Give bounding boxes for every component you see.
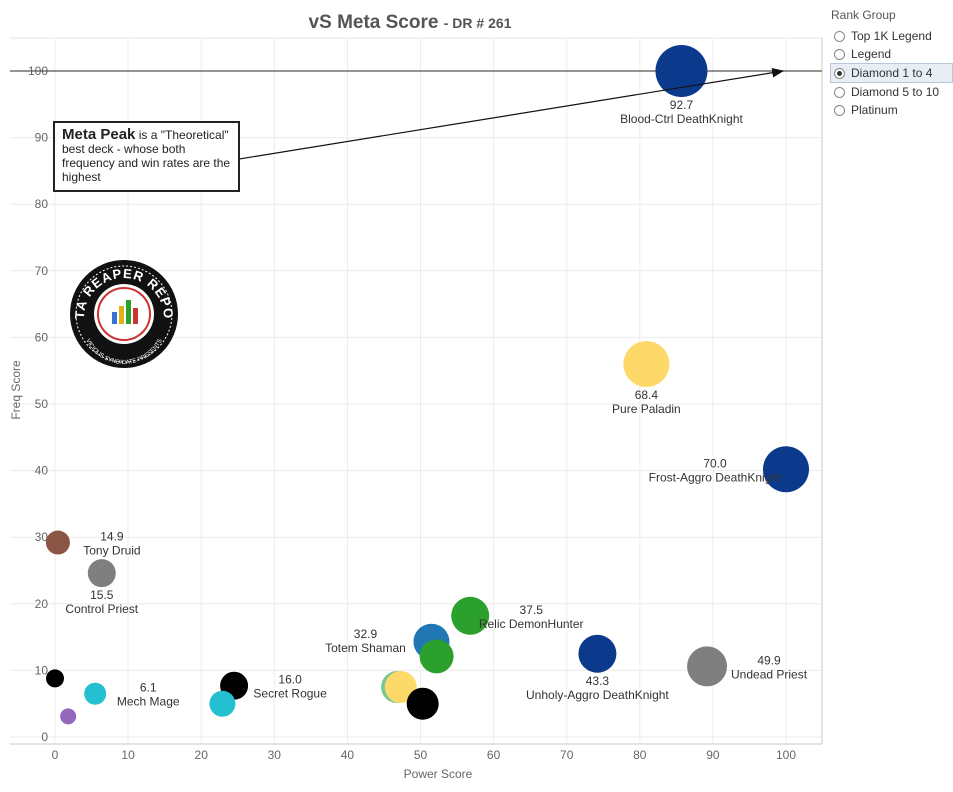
radio-icon[interactable] (834, 48, 845, 60)
data-point (763, 446, 809, 493)
rank-group-option[interactable]: Diamond 1 to 4 (830, 63, 953, 83)
meta-peak-annotation: Meta Peak is a "Theoretical" best deck -… (53, 121, 240, 192)
point-name-label: Relic DemonHunter (479, 617, 584, 631)
point-score-label: 16.0 (278, 673, 302, 687)
data-point (687, 646, 728, 687)
point-score-label: 6.1 (140, 681, 157, 695)
data-reaper-logo: DATA REAPER REPORT VICIOUS SYNDICATE PRE… (70, 260, 178, 368)
x-tick-label: 30 (268, 748, 282, 762)
data-point (87, 559, 116, 588)
annotation-arrow (232, 67, 785, 161)
data-point (84, 682, 107, 705)
point-name-label: Frost-Aggro DeathKnight (649, 470, 782, 484)
point-name-label: Blood-Ctrl DeathKnight (620, 112, 743, 126)
chart-title: vS Meta Score - DR # 261 (0, 12, 820, 34)
rank-group-option[interactable]: Top 1K Legend (831, 27, 953, 45)
y-tick-label: 40 (35, 464, 49, 478)
data-point (384, 671, 417, 704)
point-score-label: 49.9 (757, 653, 781, 667)
point-score-label: 14.9 (100, 530, 124, 544)
x-tick-label: 40 (341, 748, 355, 762)
rank-group-option-label: Legend (851, 47, 892, 61)
point-name-label: Totem Shaman (325, 641, 406, 655)
rank-group-option-label: Diamond 5 to 10 (851, 85, 940, 99)
rank-group-option[interactable]: Diamond 5 to 10 (831, 83, 953, 101)
point-name-label: Undead Priest (731, 667, 808, 681)
x-tick-label: 20 (195, 748, 209, 762)
annotation-body: "Theoretical" best deck - whose both fre… (62, 128, 231, 184)
point-name-label: Control Priest (65, 602, 138, 616)
point-name-label: Mech Mage (117, 695, 180, 709)
point-name-label: Pure Paladin (612, 402, 681, 416)
rank-group-option[interactable]: Platinum (831, 101, 953, 119)
data-points (45, 45, 809, 725)
radio-icon[interactable] (834, 86, 845, 98)
x-tick-label: 50 (414, 748, 428, 762)
point-score-label: 43.3 (586, 674, 610, 688)
rank-group-option-label: Diamond 1 to 4 (851, 66, 933, 80)
data-point (623, 341, 670, 388)
data-point (45, 530, 70, 555)
point-score-label: 15.5 (90, 588, 114, 602)
x-tick-label: 70 (560, 748, 574, 762)
y-tick-label: 20 (35, 597, 49, 611)
annotation-heading-suffix: is a (138, 128, 158, 142)
y-tick-label: 30 (35, 530, 49, 544)
chart-title-sub: - DR # 261 (443, 15, 512, 31)
rank-group-filter: Rank Group Top 1K Legend Legend Diamond 1 … (830, 8, 953, 119)
point-name-label: Tony Druid (83, 544, 140, 558)
point-score-label: 32.9 (354, 627, 378, 641)
data-point (578, 634, 617, 673)
y-tick-label: 10 (35, 663, 49, 677)
y-tick-label: 0 (41, 730, 48, 744)
x-tick-label: 100 (776, 748, 796, 762)
data-point (419, 639, 454, 674)
data-point (655, 45, 708, 97)
rank-group-title: Rank Group (831, 8, 896, 22)
data-point (406, 687, 439, 720)
y-axis-label: Freq Score (9, 360, 23, 420)
y-tick-label: 60 (35, 330, 49, 344)
data-point (60, 708, 77, 725)
chart-title-main: vS Meta Score (308, 12, 439, 33)
x-tick-label: 0 (52, 748, 59, 762)
x-tick-labels: 0 10 20 30 40 50 60 70 80 90 100 (52, 748, 797, 762)
radio-icon[interactable] (834, 30, 845, 42)
y-tick-label: 90 (35, 131, 49, 145)
point-score-label: 37.5 (520, 603, 544, 617)
point-score-label: 92.7 (670, 98, 694, 112)
x-tick-label: 10 (121, 748, 135, 762)
radio-icon[interactable] (834, 67, 845, 79)
point-score-label: 70.0 (703, 456, 727, 470)
data-point (209, 690, 236, 717)
radio-icon[interactable] (834, 104, 845, 116)
x-tick-label: 60 (487, 748, 501, 762)
point-name-label: Unholy-Aggro DeathKnight (526, 688, 669, 702)
data-point (451, 596, 490, 635)
rank-group-option[interactable]: Legend (831, 45, 953, 63)
data-point (46, 669, 64, 688)
point-score-label: 68.4 (635, 388, 659, 402)
x-axis-label: Power Score (404, 767, 473, 781)
annotation-heading: Meta Peak (62, 126, 136, 143)
y-tick-label: 70 (35, 264, 49, 278)
y-tick-label: 50 (35, 397, 49, 411)
y-tick-label: 80 (35, 197, 49, 211)
rank-group-option-label: Top 1K Legend (851, 29, 932, 43)
rank-group-option-label: Platinum (851, 103, 898, 117)
point-name-label: Secret Rogue (253, 687, 327, 701)
x-tick-label: 80 (633, 748, 647, 762)
x-tick-label: 90 (706, 748, 720, 762)
